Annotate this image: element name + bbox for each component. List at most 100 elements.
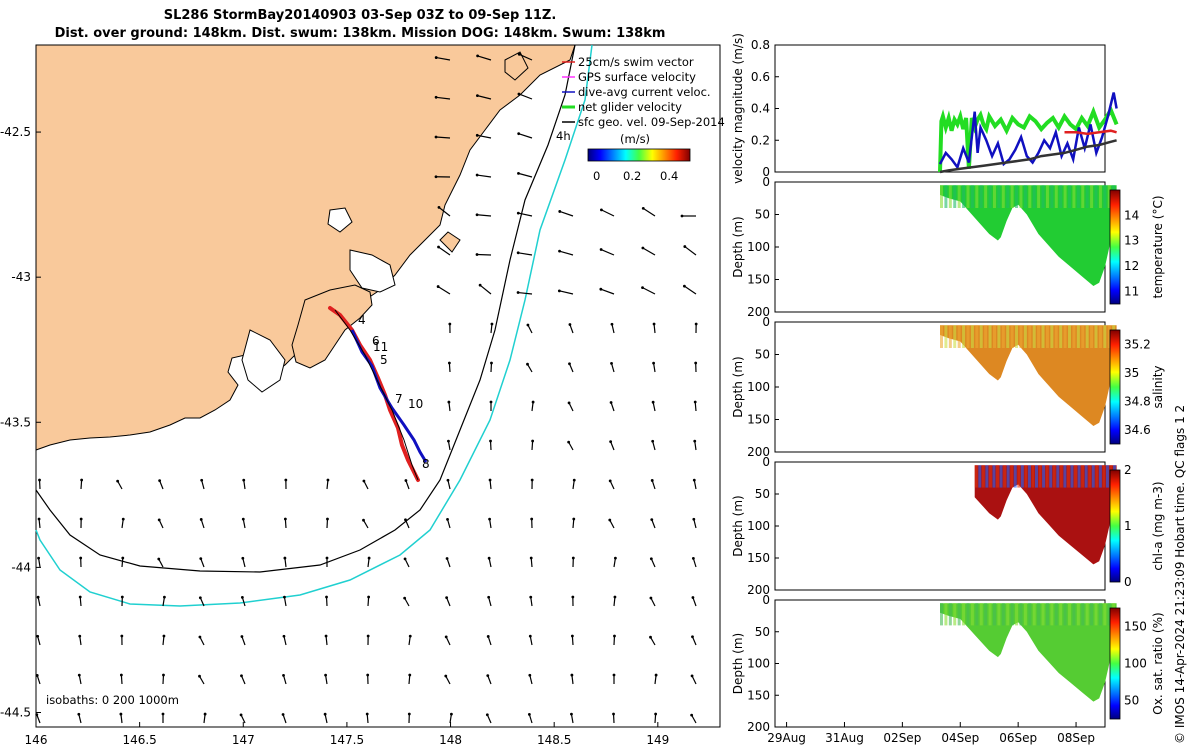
- section-cell: [1050, 603, 1054, 626]
- section-cell: [1054, 185, 1058, 208]
- section-ytick-label: 200: [747, 305, 770, 319]
- velocity-arrow-head: [612, 673, 616, 677]
- velocity-arrow-head: [239, 713, 243, 717]
- section-cell: [999, 465, 1003, 488]
- velocity-arrow: [363, 480, 369, 490]
- section-cell: [1015, 185, 1019, 208]
- velocity-arrow-head: [434, 175, 438, 179]
- section-cell: [1054, 603, 1058, 626]
- section-cell: [1081, 603, 1085, 626]
- section-cell: [1094, 325, 1098, 348]
- velocity-arrow: [559, 290, 574, 295]
- velocity-arrow: [568, 363, 574, 373]
- velocity-arrow-head: [694, 322, 698, 326]
- colorbar-label-temperature: temperature (°C): [1151, 196, 1165, 299]
- velocity-arrow: [692, 558, 697, 568]
- velocity-arrow-head: [408, 634, 412, 638]
- colorbar-tick-temperature: 11: [1124, 284, 1139, 298]
- velocity-arrow: [438, 246, 451, 256]
- section-ytick-label: 150: [747, 551, 770, 565]
- velocity-arrow: [282, 714, 287, 724]
- velocity-arrow: [570, 714, 574, 724]
- velocity-arrow-head: [693, 439, 697, 443]
- section-cell: [1068, 185, 1072, 208]
- time-xtick-label: 08Sep: [1057, 731, 1095, 745]
- velocity-ylabel: velocity magnitude (m/s): [731, 33, 745, 184]
- section-cell: [1027, 465, 1031, 488]
- section-cell: [1049, 465, 1053, 488]
- section-cell: [1059, 325, 1063, 348]
- velocity-arrow-head: [434, 135, 438, 139]
- velocity-arrow-head: [403, 557, 407, 561]
- velocity-arrow-head: [652, 322, 656, 326]
- velocity-arrow-head: [530, 517, 534, 521]
- velocity-arrow-head: [284, 478, 288, 482]
- section-cell: [979, 325, 983, 348]
- dive-label: 6: [372, 334, 380, 348]
- velocity-series-line: [938, 105, 1119, 173]
- velocity-arrow-head: [446, 517, 449, 521]
- section-ylabel: Depth (m): [731, 495, 745, 556]
- section-cell: [1072, 325, 1076, 348]
- velocity-arrow-head: [198, 635, 202, 639]
- velocity-arrow-head: [654, 712, 658, 716]
- section-cell: [1090, 603, 1094, 626]
- velocity-arrow: [198, 675, 205, 685]
- velocity-arrow-head: [120, 595, 124, 599]
- velocity-arrow-head: [608, 518, 612, 522]
- velocity-arrow-head: [478, 283, 482, 287]
- section-cell: [1063, 325, 1067, 348]
- velocity-arrow-head: [609, 440, 613, 444]
- section-cell: [1006, 185, 1010, 208]
- section-cell: [1063, 465, 1067, 488]
- section-cell: [1090, 185, 1094, 208]
- section-cell: [1050, 325, 1054, 348]
- velocity-arrow: [572, 480, 575, 490]
- velocity-arrow-head: [526, 362, 529, 366]
- velocity-arrow-head: [38, 478, 41, 482]
- colorbar-tick-salinity: 34.6: [1124, 423, 1151, 437]
- section-cell: [1037, 185, 1041, 208]
- colorbar-tick-salinity: 35: [1124, 366, 1139, 380]
- section-cell: [1107, 603, 1111, 626]
- velocity-arrow: [446, 558, 451, 568]
- velocity-arrow-head: [242, 478, 246, 482]
- section-cell: [1010, 185, 1014, 208]
- section-cell: [1006, 325, 1010, 348]
- colorbar-tick-chla: 1: [1124, 519, 1132, 533]
- section-ytick-label: 200: [747, 445, 770, 459]
- velocity-arrow-head: [158, 479, 162, 483]
- section-cell: [997, 603, 1001, 626]
- section-cell: [1098, 185, 1102, 208]
- velocity-arrow: [479, 284, 492, 295]
- velocity-arrow-head: [80, 478, 84, 482]
- section-ytick-label: 50: [755, 208, 770, 222]
- map-bay: [349, 249, 396, 293]
- section-cell: [1015, 325, 1019, 348]
- velocity-arrow-head: [485, 713, 489, 717]
- legend-extra-label: 4h: [556, 129, 571, 143]
- map-xtick-label: 148: [439, 733, 462, 747]
- velocity-arrow: [529, 675, 533, 685]
- velocity-arrow: [367, 596, 370, 607]
- colorbar-oxygen: [1109, 607, 1121, 720]
- section-cell: [1107, 185, 1111, 208]
- legend-entry-dive: dive-avg current veloc.: [578, 85, 711, 99]
- map-ytick-label: -43.5: [0, 415, 31, 429]
- velocity-arrow: [601, 209, 615, 217]
- section-cell: [1084, 465, 1088, 488]
- section-cell: [1038, 465, 1042, 488]
- velocity-arrow: [78, 714, 82, 724]
- section-ylabel: Depth (m): [731, 356, 745, 417]
- time-xtick-label: 04Sep: [941, 731, 979, 745]
- section-cell: [988, 603, 992, 626]
- section-cell: [1056, 465, 1060, 488]
- velocity-arrow: [36, 714, 41, 724]
- velocity-arrow: [362, 519, 369, 529]
- dive-label: 5: [380, 353, 388, 367]
- map-ytick-label: -42.5: [0, 125, 31, 139]
- velocity-arrow: [642, 247, 656, 256]
- velocity-arrow-head: [517, 132, 521, 136]
- section-cell: [957, 603, 961, 626]
- velocity-arrow-head: [324, 634, 328, 638]
